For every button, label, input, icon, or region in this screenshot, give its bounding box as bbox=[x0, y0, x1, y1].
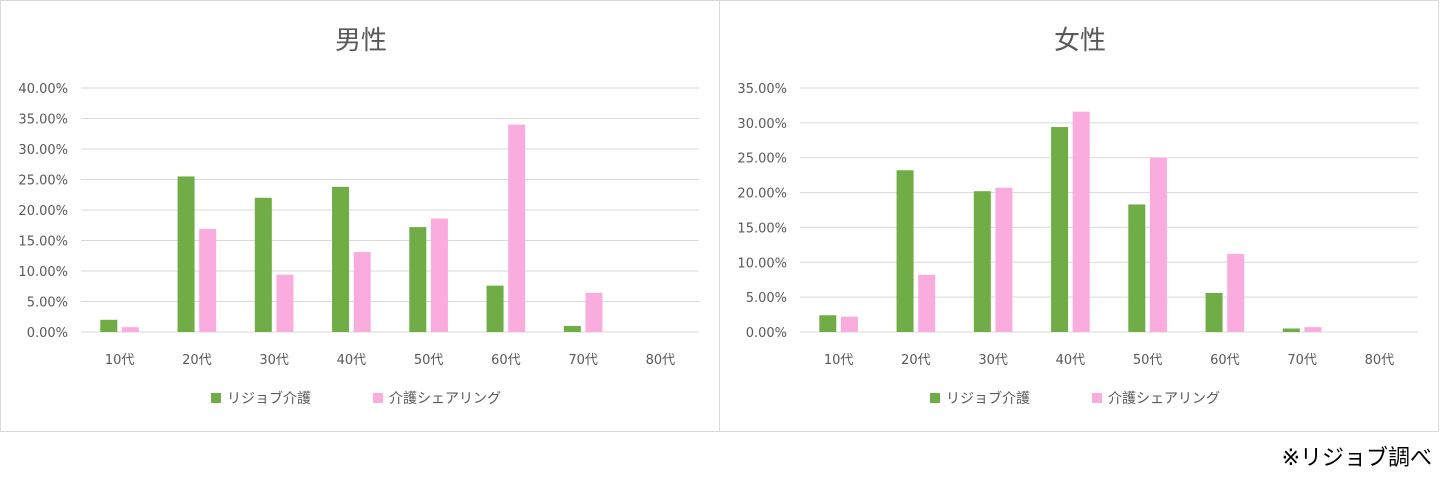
bar-rejob-5 bbox=[409, 227, 427, 332]
legend-swatch bbox=[1092, 393, 1102, 403]
y-tick-label: 0.00% bbox=[746, 326, 787, 341]
y-tick-label: 20.00% bbox=[737, 187, 787, 202]
bar-sharing-1 bbox=[121, 327, 139, 332]
x-tick-label: 10代 bbox=[824, 353, 854, 368]
chart-male: 男性 0.00% 5.00% 10.00% 15.00% 20.00% 25.00% 30.0… bbox=[0, 0, 720, 432]
y-tick-label: 10.00% bbox=[737, 256, 787, 271]
x-tick-label: 20代 bbox=[182, 353, 212, 368]
y-tick-label: 0.00% bbox=[27, 326, 68, 341]
legend-swatch bbox=[211, 393, 221, 403]
chart-female-svg: 女性 0.00% 5.00% 10.00% 15.00% 20.00% 25.00% 30.0… bbox=[737, 26, 1418, 407]
bar-rejob-7 bbox=[1282, 328, 1300, 332]
x-tick-label: 60代 bbox=[1210, 353, 1240, 368]
bar-sharing-7 bbox=[585, 292, 603, 332]
legend-swatch bbox=[373, 393, 383, 403]
y-tick-label: 40.00% bbox=[18, 82, 68, 97]
y-tick-label: 20.00% bbox=[18, 204, 68, 219]
bar-rejob-3 bbox=[973, 191, 991, 332]
chart-title: 女性 bbox=[1054, 26, 1106, 56]
x-tick-label: 20代 bbox=[901, 353, 931, 368]
source-note: ※リジョブ調べ bbox=[1281, 446, 1432, 471]
bar-rejob-2 bbox=[896, 170, 914, 332]
x-tick-label: 80代 bbox=[1365, 353, 1395, 368]
x-tick-label: 50代 bbox=[414, 353, 444, 368]
bar-sharing-3 bbox=[276, 274, 294, 332]
y-tick-label: 15.00% bbox=[737, 221, 787, 236]
y-tick-label: 10.00% bbox=[18, 265, 68, 280]
chart-title: 男性 bbox=[335, 26, 387, 56]
bar-rejob-5 bbox=[1128, 204, 1146, 332]
bar-rejob-4 bbox=[332, 186, 350, 332]
bar-sharing-5 bbox=[430, 218, 448, 332]
bar-rejob-1 bbox=[819, 315, 837, 332]
y-tick-label: 25.00% bbox=[737, 152, 787, 167]
bar-sharing-5 bbox=[1149, 157, 1167, 332]
y-tick-label: 30.00% bbox=[18, 143, 68, 158]
x-tick-label: 40代 bbox=[337, 353, 367, 368]
bar-rejob-6 bbox=[486, 285, 504, 332]
bar-sharing-2 bbox=[199, 228, 217, 332]
bar-rejob-2 bbox=[177, 176, 195, 332]
x-tick-label: 10代 bbox=[105, 353, 135, 368]
legend-label: 介護シェアリング bbox=[1108, 391, 1220, 407]
bar-sharing-7 bbox=[1304, 327, 1322, 332]
x-tick-label: 30代 bbox=[259, 353, 289, 368]
x-tick-label: 40代 bbox=[1056, 353, 1086, 368]
legend-label: リジョブ介護 bbox=[227, 390, 311, 407]
legend-label: 介護シェアリング bbox=[389, 391, 501, 407]
y-tick-label: 35.00% bbox=[18, 113, 68, 128]
x-tick-label: 70代 bbox=[568, 353, 598, 368]
y-tick-label: 15.00% bbox=[18, 235, 68, 250]
y-tick-label: 30.00% bbox=[737, 117, 787, 132]
x-tick-label: 80代 bbox=[646, 353, 676, 368]
bar-sharing-1 bbox=[840, 316, 858, 332]
y-tick-label: 25.00% bbox=[18, 174, 68, 189]
x-tick-label: 60代 bbox=[491, 353, 521, 368]
bar-sharing-3 bbox=[995, 187, 1013, 332]
x-tick-label: 30代 bbox=[978, 353, 1008, 368]
y-tick-label: 5.00% bbox=[27, 296, 68, 311]
x-tick-label: 70代 bbox=[1287, 353, 1317, 368]
bar-sharing-2 bbox=[918, 274, 936, 332]
bar-rejob-7 bbox=[563, 325, 581, 332]
bar-sharing-6 bbox=[1227, 253, 1245, 332]
chart-female: 女性 0.00% 5.00% 10.00% 15.00% 20.00% 25.00% 30.0… bbox=[719, 0, 1439, 432]
bar-rejob-3 bbox=[254, 197, 272, 332]
y-tick-label: 5.00% bbox=[746, 291, 787, 306]
bar-sharing-4 bbox=[1072, 111, 1090, 333]
y-tick-label: 35.00% bbox=[737, 82, 787, 97]
bar-sharing-6 bbox=[508, 124, 526, 332]
bar-sharing-4 bbox=[353, 252, 371, 332]
x-tick-label: 50代 bbox=[1133, 353, 1163, 368]
legend-swatch bbox=[930, 393, 940, 403]
bar-rejob-4 bbox=[1051, 127, 1069, 332]
bar-rejob-6 bbox=[1205, 292, 1223, 332]
chart-male-svg: 男性 0.00% 5.00% 10.00% 15.00% 20.00% 25.00% 30.0… bbox=[18, 26, 699, 407]
bar-rejob-1 bbox=[100, 319, 118, 332]
legend-label: リジョブ介護 bbox=[946, 390, 1030, 407]
